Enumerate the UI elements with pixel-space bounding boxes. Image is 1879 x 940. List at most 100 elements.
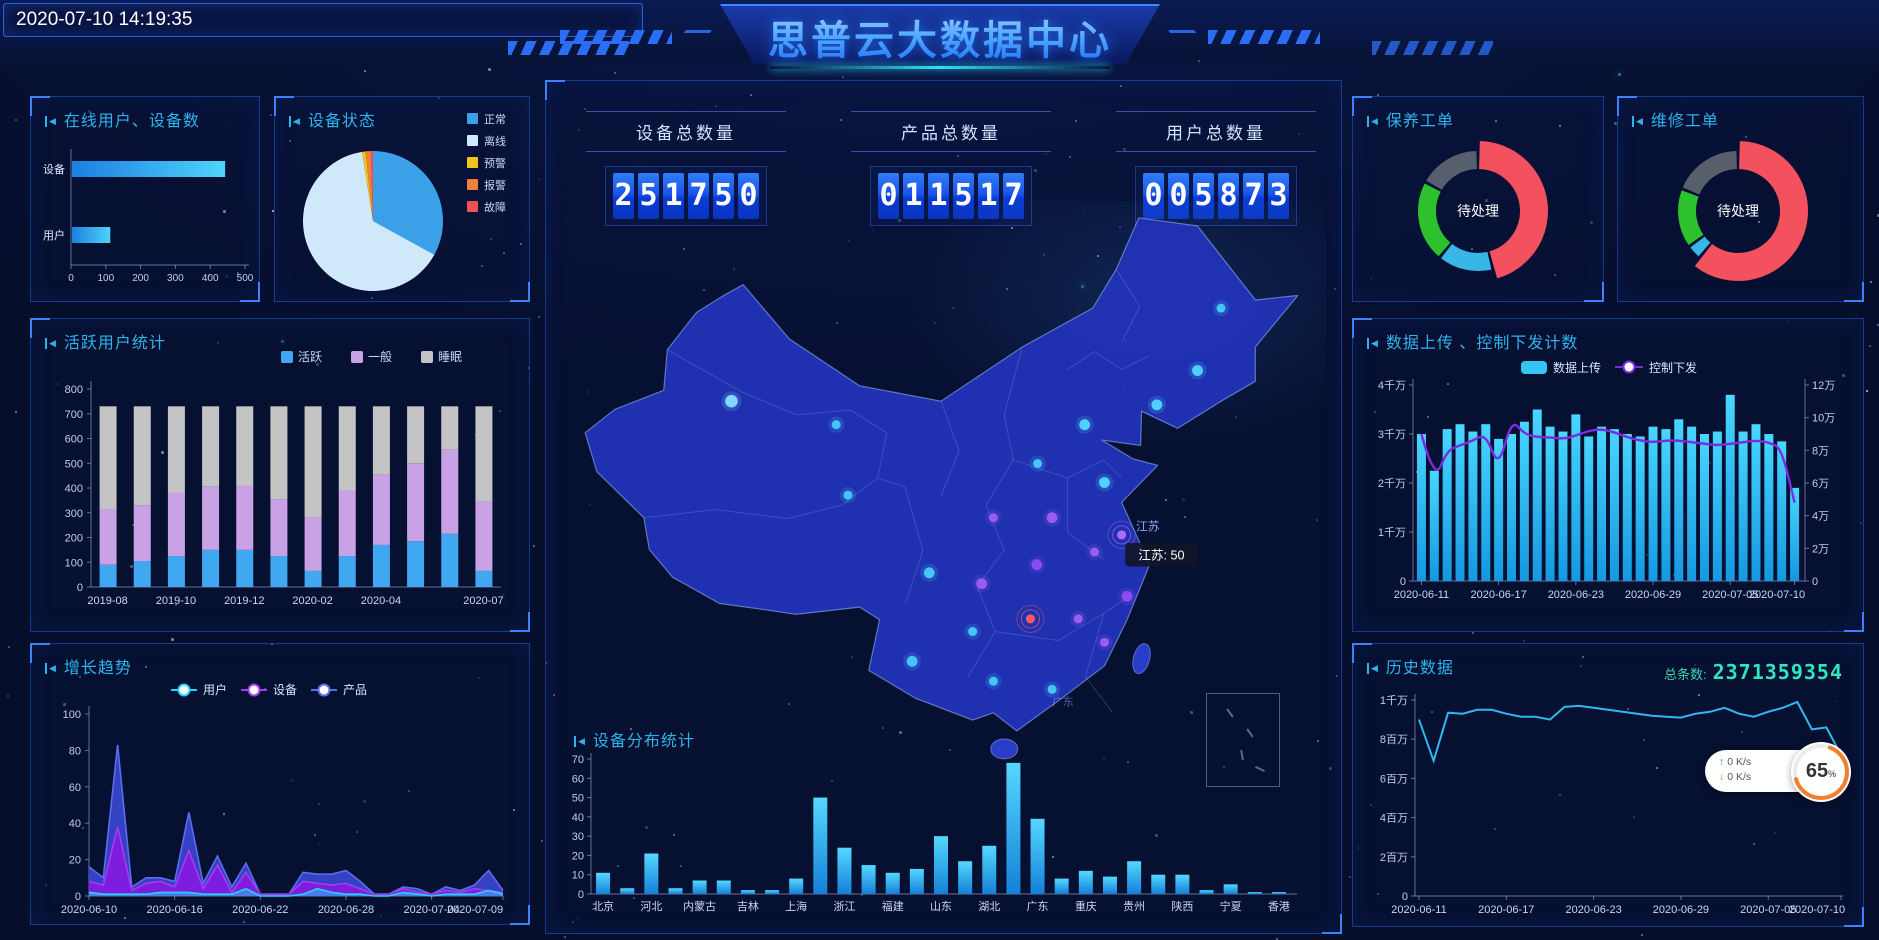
map-point[interactable] [968,627,978,637]
bar[interactable] [1571,414,1581,581]
bar[interactable] [1494,438,1504,581]
bar[interactable] [1597,426,1607,581]
bar-segment[interactable] [99,564,117,587]
bar[interactable] [885,872,900,894]
bar-segment[interactable] [338,556,356,587]
bar[interactable] [1584,436,1594,581]
bar[interactable] [1199,890,1214,894]
bar[interactable] [1700,434,1709,581]
legend-swatch[interactable] [421,351,433,363]
growth-trend-area-chart[interactable]: 0 20 40 60 80 100 2020-06-10 2020-06-16 2020-06-… [31,644,529,924]
bar-segment[interactable] [167,492,185,557]
bar-segment[interactable] [133,561,151,587]
bar[interactable] [909,868,924,894]
bar[interactable] [1674,419,1684,581]
bar[interactable] [1078,870,1093,894]
bar[interactable] [1102,876,1117,894]
bar-segment[interactable] [167,556,185,587]
bar[interactable] [72,161,226,177]
bar-segment[interactable] [202,486,220,550]
bar-segment[interactable] [236,485,254,550]
percent-gauge[interactable]: 65% [1791,742,1851,802]
map-point[interactable] [1031,559,1043,571]
bar[interactable] [934,836,948,894]
bar[interactable] [1271,892,1286,894]
bar[interactable] [1790,487,1800,581]
active-users-stacked-bar-chart[interactable]: 0 100 200 300 400 500 600 700 800 2019-08 2019-10 2… [31,319,529,631]
bar-segment[interactable] [407,463,425,542]
map-point[interactable] [923,567,935,579]
bar-segment[interactable] [133,406,151,506]
bar[interactable] [1151,874,1166,894]
area-series[interactable] [89,826,503,896]
bar-segment[interactable] [441,533,459,587]
bar-segment[interactable] [99,406,117,510]
bar[interactable] [1725,394,1735,581]
bar[interactable] [958,861,973,894]
ripple-center[interactable] [1025,614,1035,624]
donut-slice[interactable] [1678,190,1704,245]
legend-swatch[interactable] [351,351,363,363]
bar[interactable] [1455,424,1465,581]
map-point[interactable] [831,420,841,430]
bar[interactable] [982,845,997,894]
pie-slice[interactable] [362,151,373,221]
map-point[interactable] [1151,399,1163,411]
map-point[interactable] [725,394,738,408]
donut-slice[interactable] [1694,141,1808,281]
area-series[interactable] [89,888,503,896]
bar-segment[interactable] [441,406,459,450]
bar[interactable] [1532,409,1542,582]
bar[interactable] [1507,434,1516,581]
maintenance-donut-chart[interactable]: 待处理 [1353,97,1603,301]
legend-swatch[interactable] [467,157,478,168]
bar[interactable] [1175,874,1190,894]
bar[interactable] [1006,762,1021,894]
map-point[interactable] [1033,459,1043,469]
bar-segment[interactable] [133,505,151,562]
bar-segment[interactable] [372,474,390,545]
bar-segment[interactable] [99,509,117,565]
bar[interactable] [765,890,780,894]
pie-slice[interactable] [373,151,443,255]
upload-barline-chart[interactable]: 0 1千万 2千万 3千万 4千万 0 2万 4万 6万 8万 10万 12万 2020-06-11 20… [1353,319,1863,631]
bar[interactable] [1030,818,1045,894]
bar[interactable] [692,880,707,895]
bar[interactable] [1519,421,1529,581]
bar[interactable] [740,890,755,894]
bar[interactable] [644,853,659,895]
bar-segment[interactable] [202,406,220,487]
bar[interactable] [1054,878,1069,894]
bar-segment[interactable] [236,549,254,587]
bar[interactable] [861,865,876,894]
bar[interactable] [1545,426,1555,581]
area-series[interactable] [89,744,503,896]
donut-slice[interactable] [1440,243,1492,271]
legend-swatch[interactable] [467,113,478,124]
bar[interactable] [1738,431,1748,581]
history-line-chart[interactable]: 0 2百万 4百万 6百万 8百万 1千万 2020-06-11 2020-06-17 2020… [1353,644,1863,926]
bar[interactable] [72,227,111,243]
legend-swatch[interactable] [1521,361,1547,374]
bar-segment[interactable] [270,499,288,557]
bar-segment[interactable] [372,406,390,475]
bar[interactable] [1442,429,1452,581]
donut-slice[interactable] [1478,141,1548,279]
bar[interactable] [716,880,731,895]
pie-slice[interactable] [370,150,373,221]
history-line[interactable] [1418,700,1842,765]
map-point[interactable] [843,490,853,500]
map-point[interactable] [1216,303,1226,313]
bar-segment[interactable] [167,406,185,493]
legend-dot[interactable] [317,683,331,697]
bar[interactable] [1468,431,1478,581]
bar[interactable] [1751,424,1761,581]
donut-slice[interactable] [1418,183,1451,257]
bar-segment[interactable] [236,406,254,486]
bar[interactable] [1416,434,1426,581]
bar[interactable] [1558,431,1568,581]
repair-donut-chart[interactable]: 待处理 [1618,97,1863,301]
device-distribution-bar-chart[interactable]: 0 10 20 30 40 50 60 70 北京 河北 内蒙古 吉林 上海 浙江 福建 山东 湖北 广东 重庆 贵州… [561,715,1336,925]
bar[interactable] [1127,861,1142,894]
